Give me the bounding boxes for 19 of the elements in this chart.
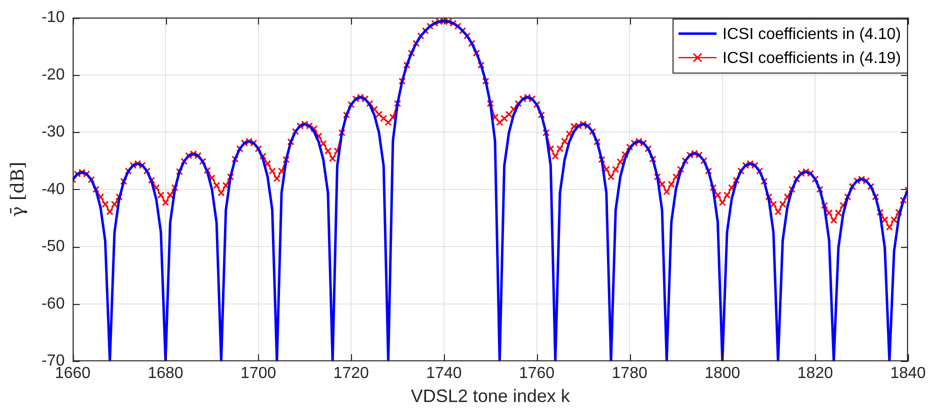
x-axis-title: VDSL2 tone index k: [410, 386, 571, 406]
y-tick-label: -10: [42, 9, 65, 26]
y-tick-label: -40: [42, 180, 65, 198]
y-tick-label: -60: [42, 295, 65, 312]
y-tick-label: -20: [42, 66, 65, 84]
x-tick-label: 1720: [333, 365, 370, 382]
x-tick-label: 1680: [148, 365, 184, 382]
y-axis-title: γ̄ [dB]: [7, 162, 28, 218]
x-tick-label: 1800: [704, 365, 740, 382]
x-tick-label: 1820: [797, 365, 834, 382]
x-tick-label: 1780: [612, 365, 648, 382]
y-tick-label: -30: [42, 124, 65, 141]
legend-label: ICSI coefficients in (4.10): [722, 26, 901, 44]
x-tick-label: 1700: [240, 365, 276, 382]
legend-label: ICSI coefficients in (4.19): [722, 50, 901, 68]
x-tick-label: 1760: [518, 365, 555, 382]
x-tick-label: 1840: [890, 365, 926, 382]
x-tick-label: 1740: [426, 365, 462, 382]
y-tick-label: -50: [42, 238, 65, 256]
